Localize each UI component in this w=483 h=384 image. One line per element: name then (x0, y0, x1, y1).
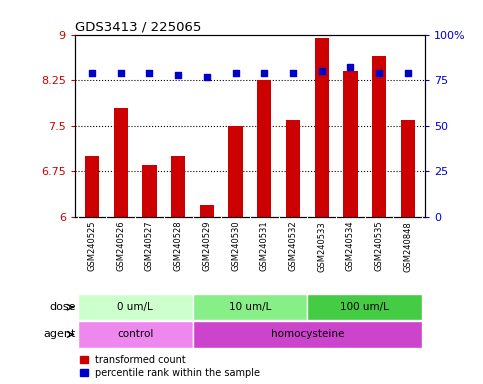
Bar (228, 126, 243, 217)
Text: GSM240529: GSM240529 (202, 221, 212, 271)
Point (375, 70, 383, 76)
Text: GSM240530: GSM240530 (231, 221, 240, 271)
Text: GSM240531: GSM240531 (260, 221, 269, 271)
Bar (400, 120, 415, 217)
Text: dose: dose (49, 302, 75, 312)
Point (318, 68, 326, 74)
Point (289, 70, 297, 76)
Point (146, 70, 154, 76)
Point (232, 70, 240, 76)
Text: GSM240535: GSM240535 (375, 221, 384, 271)
Bar (85, 156, 99, 217)
Text: 10 um/L: 10 um/L (229, 302, 271, 312)
Text: GSM240526: GSM240526 (116, 221, 125, 271)
Text: GSM240848: GSM240848 (403, 221, 412, 271)
Legend: transformed count, percentile rank within the sample: transformed count, percentile rank withi… (80, 355, 260, 377)
Bar (314, 38, 329, 217)
Bar (193, 294, 307, 320)
Bar (372, 56, 386, 217)
Text: homocysteine: homocysteine (270, 329, 344, 339)
Text: GSM240534: GSM240534 (346, 221, 355, 271)
Bar (78, 321, 193, 348)
Point (88, 70, 96, 76)
Bar (171, 156, 185, 217)
Text: agent: agent (43, 329, 75, 339)
Text: GSM240527: GSM240527 (145, 221, 154, 271)
Bar (307, 294, 422, 320)
Text: GSM240532: GSM240532 (288, 221, 298, 271)
Text: 100 um/L: 100 um/L (341, 302, 389, 312)
Bar (257, 80, 271, 217)
Bar (286, 120, 300, 217)
Bar (343, 71, 357, 217)
Bar (200, 205, 214, 217)
Text: GSM240533: GSM240533 (317, 221, 326, 271)
Text: 0 um/L: 0 um/L (117, 302, 153, 312)
Point (174, 72, 182, 78)
Bar (78, 294, 193, 320)
Bar (193, 321, 422, 348)
Text: control: control (117, 329, 153, 339)
Text: GSM240528: GSM240528 (174, 221, 183, 271)
Bar (142, 165, 156, 217)
Point (346, 65, 354, 71)
Point (404, 70, 412, 76)
Bar (114, 108, 128, 217)
Text: GDS3413 / 225065: GDS3413 / 225065 (75, 20, 201, 33)
Point (260, 70, 268, 76)
Point (203, 73, 211, 79)
Point (117, 70, 125, 76)
Text: GSM240525: GSM240525 (87, 221, 97, 271)
